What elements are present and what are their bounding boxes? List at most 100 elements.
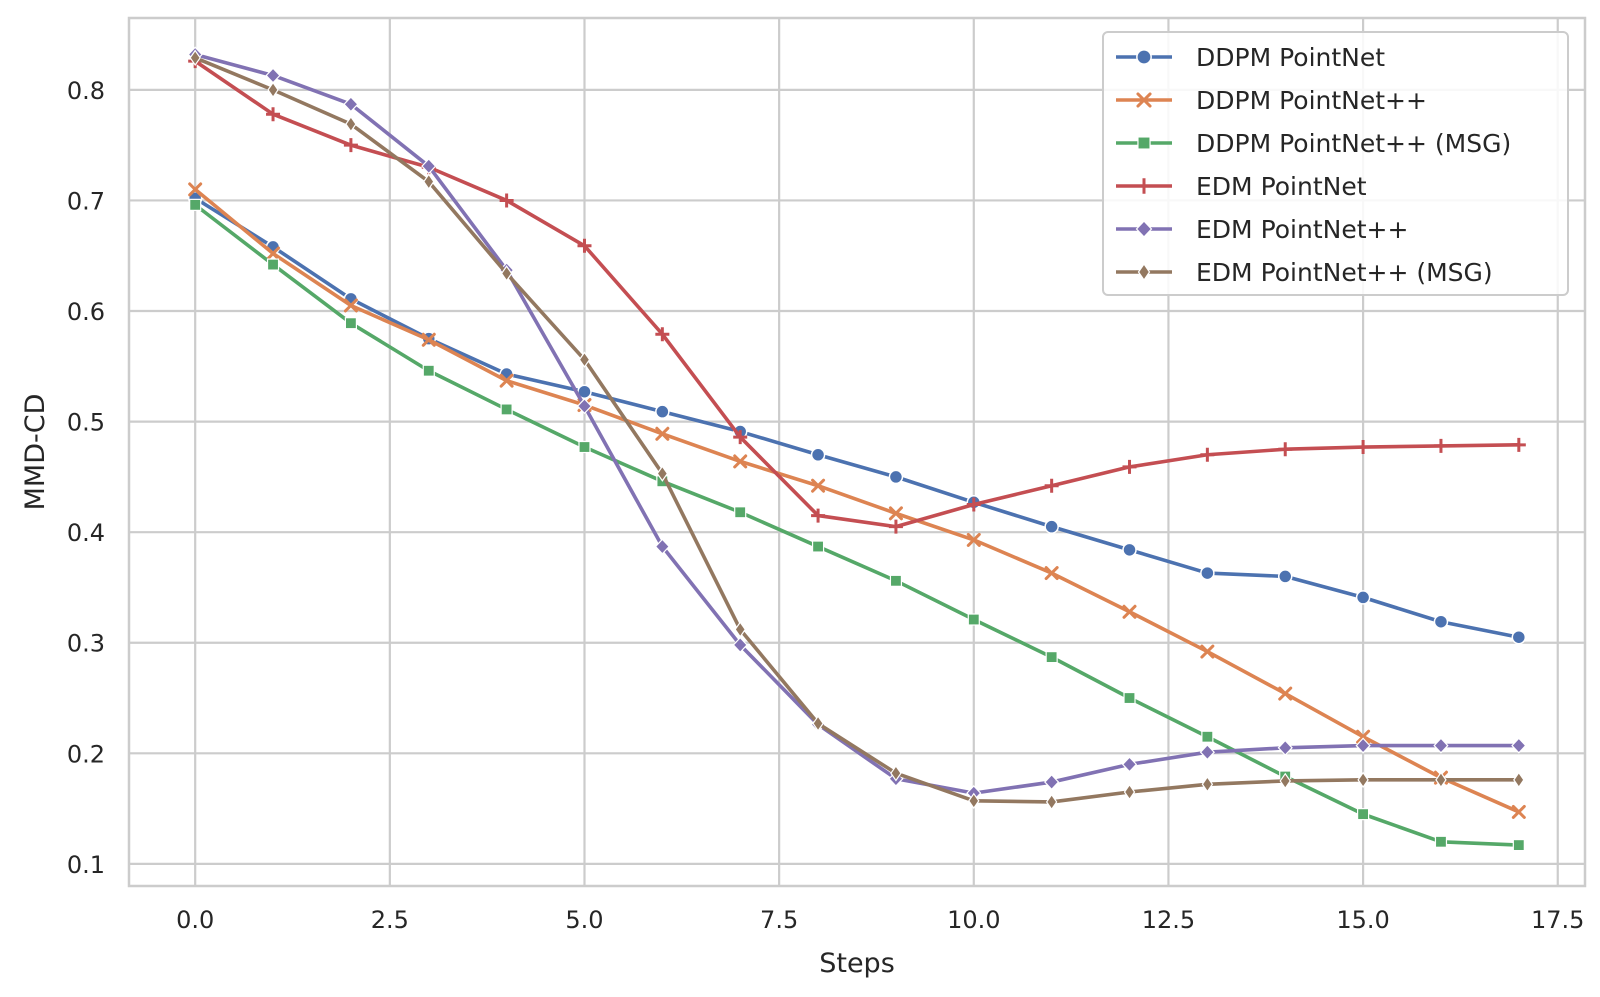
series-line	[193, 203, 1521, 847]
data-point	[966, 532, 981, 547]
data-point	[1121, 756, 1138, 773]
legend-label: DDPM PointNet	[1196, 43, 1385, 72]
legend-item: EDM PointNet++ (MSG)	[1116, 258, 1493, 287]
x-tick-label: 0.0	[176, 906, 214, 934]
series-line	[193, 52, 1521, 795]
data-point	[655, 426, 670, 441]
series-4	[188, 54, 1526, 534]
data-point	[1355, 590, 1371, 605]
data-point	[188, 182, 203, 197]
data-point	[1044, 773, 1060, 791]
y-tick-label: 0.1	[67, 851, 105, 879]
data-point	[1433, 438, 1448, 453]
legend-item: EDM PointNet++	[1116, 215, 1408, 244]
data-point	[1511, 437, 1526, 452]
y-tick-label: 0.5	[67, 409, 105, 437]
data-point	[1044, 478, 1059, 493]
x-tick-label: 12.5	[1142, 906, 1195, 934]
legend-item: DDPM PointNet	[1116, 43, 1385, 72]
data-point	[577, 238, 592, 253]
y-tick-label: 0.4	[67, 519, 105, 547]
data-point	[1511, 629, 1527, 645]
data-point	[1356, 808, 1370, 821]
series-6	[189, 49, 1525, 811]
data-point	[968, 792, 980, 810]
x-tick-label: 5.0	[565, 906, 603, 934]
data-point	[1433, 614, 1449, 629]
series	[187, 46, 1527, 852]
data-point	[812, 715, 824, 732]
data-point	[421, 158, 437, 175]
data-point	[656, 465, 669, 482]
x-tick-label: 15.0	[1336, 906, 1389, 934]
data-point	[1200, 565, 1215, 581]
data-point	[189, 49, 201, 67]
legend-item: EDM PointNet	[1116, 172, 1367, 201]
data-point	[1122, 604, 1137, 619]
data-point	[1137, 263, 1151, 281]
data-point	[967, 613, 980, 626]
series-line	[193, 56, 1521, 804]
data-point	[1511, 804, 1526, 819]
data-point	[423, 173, 435, 190]
data-point	[888, 506, 903, 521]
data-point	[811, 508, 826, 523]
legend-label: EDM PointNet	[1196, 172, 1367, 201]
data-point	[811, 540, 825, 553]
data-point	[810, 447, 826, 463]
x-tick-label: 7.5	[760, 906, 798, 934]
x-axis-label: Steps	[819, 948, 895, 979]
y-axis-ticks: 0.1 0.2 0.3 0.4 0.5 0.6 0.7 0.8	[67, 77, 105, 879]
data-point	[1357, 771, 1369, 789]
data-point	[422, 364, 435, 377]
data-point	[1123, 691, 1136, 705]
data-point	[266, 246, 281, 261]
data-point	[578, 351, 591, 368]
y-tick-label: 0.3	[67, 630, 105, 658]
data-point	[1201, 776, 1214, 793]
data-point	[1277, 569, 1293, 584]
y-tick-label: 0.2	[67, 740, 105, 768]
data-point	[189, 198, 202, 211]
series-line	[193, 187, 1521, 814]
legend-label: DDPM PointNet++	[1196, 86, 1427, 115]
data-point	[499, 193, 514, 208]
data-point	[1513, 771, 1525, 789]
data-point	[1435, 771, 1447, 789]
y-axis-label: MMD-CD	[20, 394, 51, 511]
data-point	[1044, 519, 1059, 534]
data-point	[654, 538, 670, 555]
data-point	[1045, 651, 1058, 664]
data-point	[1137, 136, 1151, 150]
data-point	[1136, 92, 1152, 108]
y-tick-label: 0.8	[67, 77, 105, 105]
data-point	[266, 258, 280, 271]
data-point	[655, 404, 670, 419]
data-point	[343, 96, 359, 113]
x-tick-label: 10.0	[947, 906, 1000, 934]
data-point	[343, 138, 358, 153]
data-point	[1433, 737, 1449, 754]
series-line	[193, 196, 1521, 640]
data-point	[1278, 686, 1293, 701]
y-tick-label: 0.6	[67, 298, 105, 326]
y-tick-label: 0.7	[67, 187, 105, 215]
data-point	[1356, 440, 1371, 455]
data-point	[1512, 838, 1525, 852]
data-point	[421, 332, 436, 347]
x-axis-ticks: 0.0 2.5 5.0 7.5 10.0 12.5 15.0 17.5	[176, 906, 1584, 934]
data-point	[734, 621, 746, 638]
x-tick-label: 2.5	[371, 906, 409, 934]
data-point	[1044, 566, 1059, 581]
data-point	[1200, 447, 1215, 462]
data-point	[1278, 442, 1293, 457]
data-point	[1045, 793, 1058, 811]
legend-label: DDPM PointNet++ (MSG)	[1196, 129, 1511, 158]
data-point	[1122, 542, 1137, 558]
legend-box	[1102, 31, 1569, 296]
data-point	[890, 764, 902, 782]
legend-item: DDPM PointNet++	[1116, 86, 1427, 115]
data-point	[733, 430, 748, 445]
data-point	[655, 327, 670, 342]
